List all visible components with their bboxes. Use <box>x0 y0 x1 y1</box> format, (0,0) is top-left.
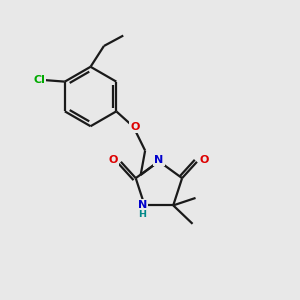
Text: H: H <box>138 210 146 219</box>
Text: N: N <box>138 200 147 210</box>
Text: Cl: Cl <box>33 75 45 85</box>
Text: N: N <box>154 155 164 165</box>
Text: O: O <box>109 155 118 165</box>
Text: O: O <box>200 155 209 165</box>
Text: O: O <box>130 122 140 132</box>
